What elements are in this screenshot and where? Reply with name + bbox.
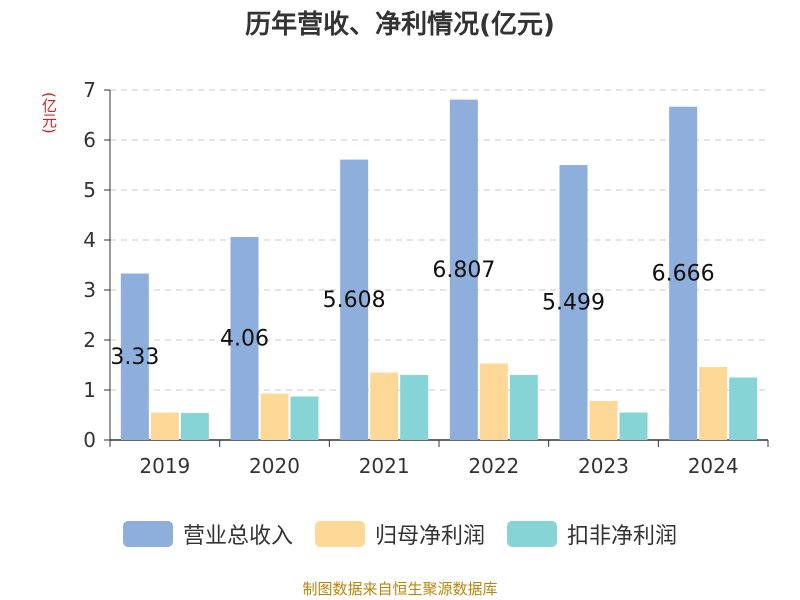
y-tick-label: 1 [83, 378, 96, 402]
x-tick-label: 2019 [139, 454, 190, 478]
bar [400, 375, 429, 440]
bar [619, 412, 648, 440]
legend-swatch-deducted-profit [507, 521, 557, 547]
x-tick-label: 2022 [468, 454, 519, 478]
bar [150, 412, 179, 440]
legend-item-revenue[interactable]: 营业总收入 [122, 518, 293, 550]
legend-label-net-profit: 归母净利润 [374, 524, 485, 549]
y-tick-label: 0 [83, 428, 96, 452]
bar [230, 237, 259, 440]
value-labels: 3.33 4.06 5.608 6.807 5.499 6.666 [110, 258, 714, 370]
bar [449, 99, 478, 441]
bar-value-label: 5.608 [323, 288, 386, 313]
legend-label-revenue: 营业总收入 [182, 524, 293, 549]
bar [669, 106, 698, 440]
legend-swatch-net-profit [314, 521, 365, 547]
bar [340, 159, 369, 440]
legend-label-deducted-profit: 扣非净利润 [567, 524, 678, 549]
x-tick-label: 2024 [688, 454, 739, 478]
bar-value-label: 4.06 [220, 327, 269, 352]
bar-value-label: 5.499 [542, 291, 605, 316]
x-tick-label: 2020 [249, 454, 300, 478]
bar [370, 372, 399, 440]
bars [120, 99, 758, 441]
y-axis: 0 1 2 3 4 5 6 7 [83, 78, 111, 452]
y-tick-label: 2 [83, 328, 96, 352]
chart-title: 历年营收、净利情况(亿元) [245, 10, 555, 40]
y-tick-label: 6 [83, 128, 96, 152]
y-tick-label: 3 [83, 278, 96, 302]
bar [559, 165, 588, 441]
x-tick-label: 2023 [578, 454, 629, 478]
bar [509, 375, 538, 440]
bar [180, 413, 209, 440]
bar [260, 393, 289, 440]
bar [479, 363, 508, 440]
data-source-note: 制图数据来自恒生聚源数据库 [302, 580, 498, 598]
bar [729, 377, 758, 440]
bar [699, 367, 728, 440]
legend: 营业总收入 归母净利润 扣非净利润 [0, 518, 800, 550]
x-axis: 2019 2020 2021 2022 2023 2024 [109, 439, 769, 478]
legend-item-net-profit[interactable]: 归母净利润 [314, 518, 485, 550]
legend-swatch-revenue [122, 521, 173, 547]
bar-value-label: 6.666 [652, 261, 715, 286]
bar [120, 273, 149, 440]
y-tick-label: 4 [83, 228, 96, 252]
y-tick-label: 7 [83, 78, 96, 102]
bar-value-label: 6.807 [432, 258, 495, 283]
bar [290, 396, 319, 440]
y-tick-label: 5 [83, 178, 96, 202]
bar-value-label: 3.33 [110, 345, 159, 370]
x-tick-label: 2021 [359, 454, 410, 478]
bar [589, 401, 618, 440]
y-axis-unit-label: (亿元) [40, 92, 58, 134]
legend-item-deducted-profit[interactable]: 扣非净利润 [507, 518, 677, 550]
